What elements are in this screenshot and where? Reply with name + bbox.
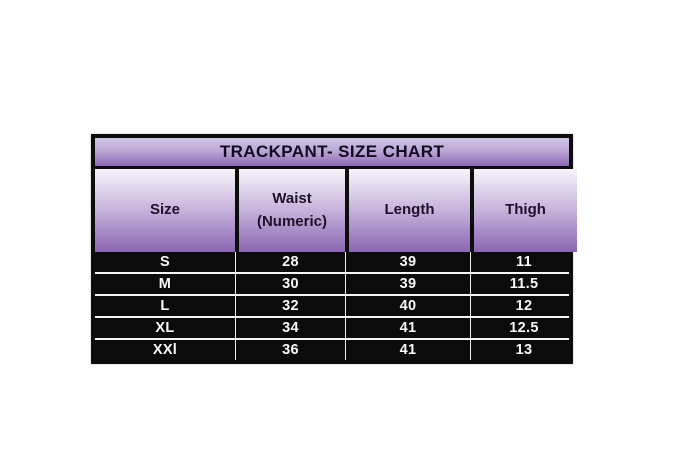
cell-waist: 36 — [235, 340, 345, 360]
cell-size: M — [158, 276, 172, 292]
cell-thigh: 12 — [470, 296, 577, 316]
cell-size: XXl — [152, 342, 178, 358]
table-row-l: L 32 40 12 — [95, 294, 569, 316]
cell-size: XL — [155, 320, 175, 336]
table-row-m: M 30 39 11.5 — [95, 272, 569, 294]
column-header-length: Length — [345, 169, 470, 252]
cell-thigh: 13 — [470, 340, 577, 360]
table-row-s: S 28 39 11 — [95, 252, 569, 272]
cell-length: 41 — [345, 340, 470, 360]
size-chart-table: TRACKPANT- SIZE CHART Size Waist (Numeri… — [91, 134, 577, 364]
table-header-row: Size Waist (Numeric) Length Thigh — [95, 169, 577, 252]
cell-length: 41 — [345, 318, 470, 338]
cell-size: S — [160, 254, 170, 270]
cell-waist: 34 — [235, 318, 345, 338]
column-header-waist: Waist (Numeric) — [235, 169, 345, 252]
table-body: S 28 39 11 M 30 39 11.5 L 32 40 12 XL 34… — [95, 252, 569, 360]
cell-size: L — [160, 298, 170, 314]
table-row-xxl: XXl 36 41 13 — [95, 338, 569, 360]
column-header-size: Size — [95, 169, 235, 252]
cell-thigh: 11.5 — [470, 274, 577, 294]
column-header-thigh: Thigh — [470, 169, 577, 252]
cell-waist: 30 — [235, 274, 345, 294]
table-row-xl: XL 34 41 12.5 — [95, 316, 569, 338]
size-chart-title: TRACKPANT- SIZE CHART — [95, 138, 569, 166]
cell-length: 40 — [345, 296, 470, 316]
cell-waist: 32 — [235, 296, 345, 316]
cell-length: 39 — [345, 252, 470, 272]
cell-length: 39 — [345, 274, 470, 294]
cell-thigh: 12.5 — [470, 318, 577, 338]
cell-thigh: 11 — [470, 252, 577, 272]
cell-waist: 28 — [235, 252, 345, 272]
